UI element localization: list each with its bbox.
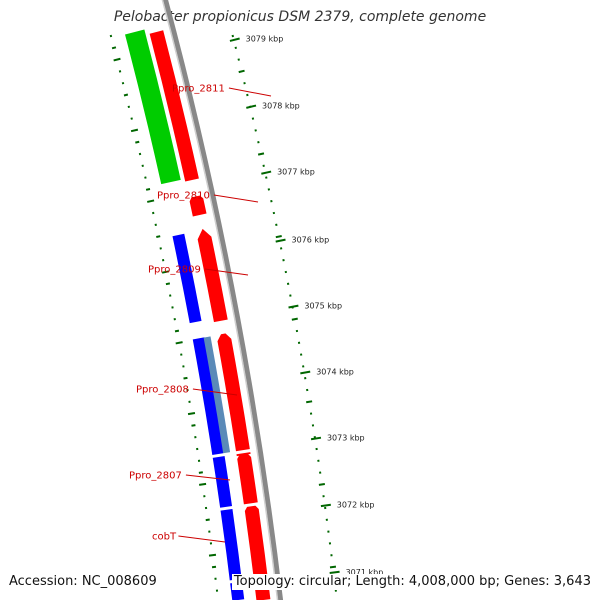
gene-label-ppro-2807: Ppro_2807 [129,471,182,482]
feature-break-2 [219,502,260,511]
scale-tick [275,238,286,243]
inner-gc-tick [211,565,217,569]
feature-gap-1 [160,178,204,204]
outer-gc-tick [257,152,265,156]
inner-gc-tick [183,376,188,380]
inner-gc-tick [145,187,151,191]
inner-gc-tick [165,282,171,286]
gene-label-leader [213,194,259,203]
scale-tick-label: 3071 kbp [346,568,384,577]
inner-gc-tick [199,482,207,486]
scale-tick [320,503,331,508]
scale-tick-label: 3078 kbp [262,102,300,111]
reverse-cds-segment-1 [172,233,202,324]
scale-tick-label: 3077 kbp [277,168,315,177]
inner-gc-tick [175,341,183,345]
orf-segment-5 [237,448,259,506]
scale-tick [261,170,272,175]
scale-tick-label: 3074 kbp [316,368,354,377]
map-title: Pelobacter propionicus DSM 2379, complet… [113,9,487,25]
outer-gc-tick [291,317,298,321]
gene-label-cobt: cobT [152,532,177,543]
gene-label-ppro-2809: Ppro_2809 [148,265,201,276]
scale-tick [310,436,322,441]
backbone-highlight [161,0,279,600]
feature-break-1 [211,448,252,459]
orf-segment-3 [197,228,228,324]
outer-gc-tick [329,565,337,569]
topology-text: Topology: circular; Length: 4,008,000 bp… [231,574,591,590]
inner-gc-tick [130,128,139,133]
outer-gc-tick [275,235,282,239]
orf-segment-2 [189,190,207,217]
backbone-circle [162,0,283,600]
outer-gc-tick [238,69,245,74]
inner-gc-tick [109,34,113,38]
reverse-cds-segment-2 [192,335,245,600]
gene-label-leader [204,268,249,276]
scale-tick [246,104,257,109]
inner-gc-tick [147,199,155,203]
rna-feature-segment [203,336,231,456]
outer-gc-tick [306,400,313,404]
gene-label-ppro-2808: Ppro_2808 [136,385,189,396]
inner-gc-tick [156,235,161,238]
inner-gc-tick [187,412,196,416]
scale-tick [329,570,340,574]
accession-text: Accession: NC_008609 [9,574,157,590]
outer-gc-tick [318,482,325,486]
scale-tick-label: 3072 kbp [337,501,375,510]
orf-segment-4 [217,330,251,457]
inner-gc-tick [208,553,217,557]
gene-label-leader [185,474,231,481]
gene-label-leader [228,87,272,97]
gene-label-ppro-2811: Ppro_2811 [172,84,225,95]
scale-tick [229,37,240,42]
inner-gc-tick [161,270,170,274]
inner-gc-tick [113,57,121,62]
feature-gap-2 [189,319,232,340]
forward-cds-segment-1 [125,29,181,185]
gene-label-leader [178,535,226,543]
inner-gc-tick [111,46,117,50]
scale-tick [300,370,311,375]
inner-gc-tick [198,471,203,474]
gene-label-ppro-2810: Ppro_2810 [157,191,210,202]
gene-label-leader [192,388,238,396]
inner-gc-tick [123,93,129,97]
scale-tick-label: 3079 kbp [246,35,284,44]
scale-tick-label: 3073 kbp [327,434,365,443]
scale-tick-label: 3075 kbp [304,302,342,311]
inner-gc-tick [191,424,196,427]
inner-gc-tick [135,140,140,144]
inner-gc-tick [205,518,210,522]
orf-segment-1 [149,30,199,182]
scale-tick [288,304,299,309]
inner-gc-tick [174,329,180,333]
scale-tick-label: 3076 kbp [291,236,329,245]
